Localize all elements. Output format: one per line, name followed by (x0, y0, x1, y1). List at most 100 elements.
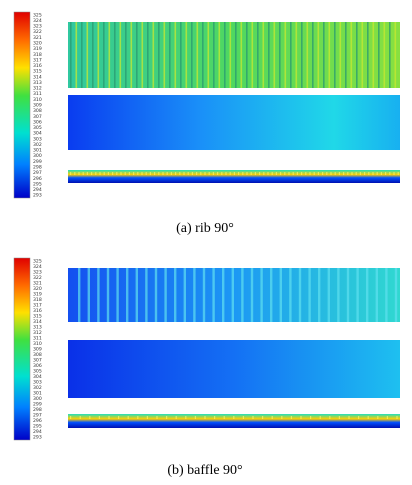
cell (397, 172, 399, 175)
stripe (385, 268, 388, 322)
stripe (213, 22, 215, 88)
caption: (a) rib 90° (176, 221, 234, 236)
cell (290, 416, 292, 419)
cell (229, 172, 231, 175)
cell (103, 172, 105, 175)
stripe (125, 22, 127, 88)
cell (347, 172, 349, 175)
cell (78, 172, 80, 175)
colorbar-label: 303 (33, 136, 42, 142)
cell (91, 172, 93, 175)
colorbar-label: 301 (33, 148, 42, 154)
stripe (81, 22, 83, 88)
colorbar-label: 305 (33, 125, 42, 131)
cell (196, 172, 198, 175)
cell (386, 416, 388, 419)
cell (145, 172, 147, 175)
cell (179, 172, 181, 175)
stripe (346, 268, 350, 322)
colorbar-label: 298 (33, 407, 42, 413)
colorbar-label: 312 (33, 330, 42, 336)
stripe (193, 268, 196, 322)
stripe (268, 22, 270, 88)
colorbar-label: 300 (33, 153, 42, 159)
stripe (202, 268, 206, 322)
cell (221, 172, 223, 175)
colorbar-label: 297 (33, 170, 42, 176)
stripe (308, 268, 311, 322)
cell (112, 172, 114, 175)
stripe (345, 22, 347, 88)
cell (107, 172, 109, 175)
stripe (103, 22, 105, 88)
colorbar-label: 313 (33, 324, 42, 330)
cell (296, 172, 298, 175)
colorbar-label: 320 (33, 286, 42, 292)
cell (175, 172, 177, 175)
stripe (92, 22, 94, 88)
cell (233, 416, 235, 419)
cell (185, 416, 187, 419)
cell (393, 172, 395, 175)
colorbar-label: 299 (33, 159, 42, 165)
colorbar-label: 302 (33, 385, 42, 391)
cell (288, 172, 290, 175)
cell (166, 416, 168, 419)
cell (348, 416, 350, 419)
stripe (284, 22, 287, 88)
cell (242, 172, 244, 175)
colorbar-label: 319 (33, 46, 42, 52)
colorbar-label: 293 (33, 193, 42, 199)
stripe (152, 22, 155, 88)
cell (74, 172, 76, 175)
stripe (394, 268, 398, 322)
stripes (70, 22, 397, 88)
cell (259, 172, 261, 175)
cell (225, 172, 227, 175)
stripe (246, 22, 248, 88)
stripe (169, 22, 171, 88)
stripe (212, 268, 215, 322)
stripe (279, 22, 281, 88)
colorbar-label: 299 (33, 402, 42, 408)
colorbar-label: 324 (33, 264, 42, 270)
cell (355, 172, 357, 175)
colorbar-label: 308 (33, 352, 42, 358)
cell (271, 172, 273, 175)
stripe (260, 268, 263, 322)
stripe (375, 268, 378, 322)
cell (280, 172, 282, 175)
cell (338, 172, 340, 175)
stripe (202, 22, 204, 88)
colorbar-label: 323 (33, 24, 42, 30)
colorbar-label: 311 (33, 91, 42, 97)
cell (329, 416, 331, 419)
stripe (356, 268, 359, 322)
cell (137, 416, 139, 419)
cell (380, 172, 382, 175)
colorbar-label: 316 (33, 308, 42, 314)
colorbar-label: 316 (33, 63, 42, 69)
stripe (174, 22, 177, 88)
stripe (337, 268, 340, 322)
cell (89, 416, 91, 419)
colorbar-label: 296 (33, 176, 42, 182)
cell (322, 172, 324, 175)
stripe (126, 268, 129, 322)
cell (238, 172, 240, 175)
stripe (183, 268, 186, 322)
colorbar-label: 307 (33, 114, 42, 120)
stripe (154, 268, 158, 322)
colorbar-label: 306 (33, 119, 42, 125)
cell (204, 416, 206, 419)
cell (309, 172, 311, 175)
cell (343, 172, 345, 175)
contour-middle (68, 95, 400, 150)
colorbar-label: 295 (33, 424, 42, 430)
colorbar-label: 325 (33, 258, 42, 264)
colorbar-label: 294 (33, 429, 42, 435)
cell (133, 172, 135, 175)
contour-bottom (68, 170, 400, 183)
